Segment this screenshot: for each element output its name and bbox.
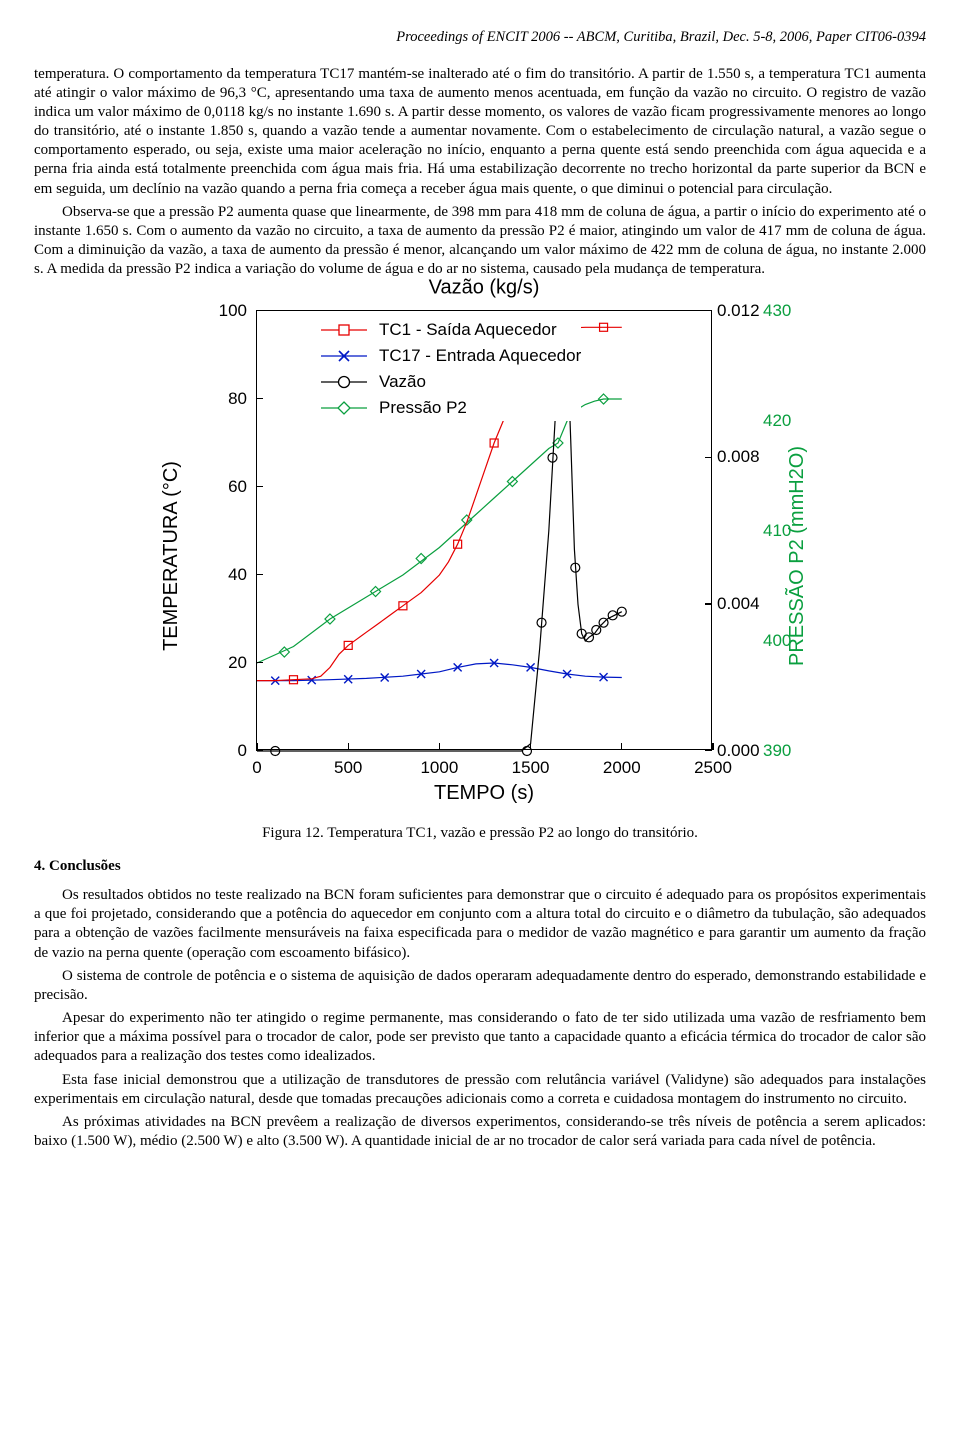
chart-plot-area: Vazão (kg/s) TEMPO (s) TC1 - Saída Aquec…	[256, 310, 712, 750]
conclusion-p3: Apesar do experimento não ter atingido o…	[34, 1009, 926, 1067]
conclusion-p2: O sistema de controle de potência e o si…	[34, 967, 926, 1005]
figure-12: TEMPERATURA (°C) PRESSÃO P2 (mmH2O) Vazã…	[34, 296, 926, 816]
paragraph-1: temperatura. O comportamento da temperat…	[34, 65, 926, 199]
chart-legend: TC1 - Saída AquecedorTC17 - Entrada Aque…	[319, 317, 581, 421]
conclusion-p1: Os resultados obtidos no teste realizado…	[34, 886, 926, 963]
conclusion-p4: Esta fase inicial demonstrou que a utili…	[34, 1071, 926, 1109]
chart-container: TEMPERATURA (°C) PRESSÃO P2 (mmH2O) Vazã…	[160, 296, 800, 816]
y2-axis-title: Vazão (kg/s)	[429, 275, 540, 301]
paragraph-2: Observa-se que a pressão P2 aumenta quas…	[34, 203, 926, 280]
page-header: Proceedings of ENCIT 2006 -- ABCM, Curit…	[34, 28, 926, 47]
y-axis-label-temp: TEMPERATURA (°C)	[159, 461, 185, 651]
section-heading: 4. Conclusões	[34, 857, 926, 876]
conclusion-p5: As próximas atividades na BCN prevêem a …	[34, 1113, 926, 1151]
figure-caption: Figura 12. Temperatura TC1, vazão e pres…	[34, 824, 926, 843]
